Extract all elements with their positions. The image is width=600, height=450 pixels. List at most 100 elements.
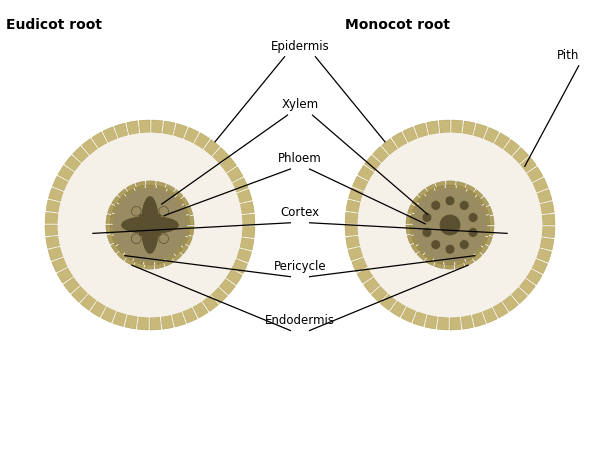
Ellipse shape <box>143 218 157 232</box>
Ellipse shape <box>460 240 469 249</box>
Polygon shape <box>418 189 427 198</box>
Ellipse shape <box>110 185 190 265</box>
Polygon shape <box>52 176 68 191</box>
Polygon shape <box>445 265 454 269</box>
Polygon shape <box>185 226 190 236</box>
Ellipse shape <box>410 185 490 265</box>
Polygon shape <box>536 249 551 262</box>
Text: Phloem: Phloem <box>278 152 322 165</box>
Polygon shape <box>232 259 248 274</box>
Polygon shape <box>410 225 415 235</box>
Polygon shape <box>140 215 160 235</box>
Polygon shape <box>406 215 411 224</box>
Polygon shape <box>110 214 115 224</box>
Polygon shape <box>532 259 548 274</box>
Polygon shape <box>124 252 134 261</box>
Polygon shape <box>417 252 426 261</box>
Polygon shape <box>403 127 417 143</box>
Polygon shape <box>226 269 242 285</box>
Polygon shape <box>425 189 435 197</box>
Polygon shape <box>352 176 368 191</box>
Polygon shape <box>185 215 190 225</box>
Polygon shape <box>474 246 482 255</box>
Polygon shape <box>371 286 388 302</box>
Polygon shape <box>211 288 227 304</box>
Polygon shape <box>80 294 96 310</box>
Polygon shape <box>436 181 445 187</box>
Polygon shape <box>526 269 542 285</box>
Polygon shape <box>455 259 465 265</box>
Polygon shape <box>537 189 552 203</box>
Polygon shape <box>365 155 381 171</box>
Polygon shape <box>115 123 128 138</box>
Ellipse shape <box>131 234 141 243</box>
Polygon shape <box>142 197 158 253</box>
Polygon shape <box>145 265 154 269</box>
Polygon shape <box>415 123 428 138</box>
Ellipse shape <box>468 228 478 237</box>
Ellipse shape <box>431 201 440 210</box>
Polygon shape <box>52 258 67 272</box>
Ellipse shape <box>460 201 469 210</box>
Polygon shape <box>242 226 255 238</box>
Polygon shape <box>136 181 145 187</box>
Polygon shape <box>357 268 373 283</box>
Polygon shape <box>373 146 389 162</box>
Polygon shape <box>466 184 475 192</box>
Polygon shape <box>57 268 73 283</box>
Polygon shape <box>175 196 184 205</box>
Polygon shape <box>125 189 135 197</box>
Ellipse shape <box>146 234 154 242</box>
Ellipse shape <box>422 228 432 237</box>
Text: Eudicot root: Eudicot root <box>6 18 102 32</box>
Polygon shape <box>46 200 60 212</box>
Polygon shape <box>150 317 161 330</box>
Ellipse shape <box>345 120 555 330</box>
Text: Cortex: Cortex <box>280 206 320 219</box>
Polygon shape <box>481 197 489 207</box>
Ellipse shape <box>131 207 141 216</box>
Polygon shape <box>463 121 475 135</box>
Polygon shape <box>73 146 89 162</box>
Text: Endodermis: Endodermis <box>265 314 335 327</box>
Polygon shape <box>140 215 160 235</box>
Polygon shape <box>533 178 548 192</box>
Polygon shape <box>540 238 554 250</box>
Polygon shape <box>424 252 434 261</box>
Polygon shape <box>194 133 209 149</box>
Polygon shape <box>142 197 158 253</box>
Polygon shape <box>174 246 182 255</box>
Polygon shape <box>511 288 527 304</box>
Polygon shape <box>219 279 235 295</box>
Polygon shape <box>113 311 127 327</box>
Polygon shape <box>504 140 520 156</box>
Ellipse shape <box>358 133 542 317</box>
Polygon shape <box>172 312 185 327</box>
Polygon shape <box>346 200 360 212</box>
Polygon shape <box>412 235 419 245</box>
Polygon shape <box>161 315 173 329</box>
Polygon shape <box>493 302 508 318</box>
Polygon shape <box>92 132 107 148</box>
Polygon shape <box>165 253 175 261</box>
Polygon shape <box>485 236 493 246</box>
Polygon shape <box>233 178 248 192</box>
Polygon shape <box>101 307 116 323</box>
Polygon shape <box>118 195 126 204</box>
Polygon shape <box>193 302 208 318</box>
Polygon shape <box>189 226 194 235</box>
Polygon shape <box>134 262 144 269</box>
Polygon shape <box>133 258 143 264</box>
Ellipse shape <box>169 221 176 229</box>
Polygon shape <box>145 261 154 265</box>
Polygon shape <box>106 215 111 224</box>
Polygon shape <box>227 167 243 182</box>
Polygon shape <box>494 133 509 149</box>
Polygon shape <box>220 157 236 172</box>
Polygon shape <box>181 237 188 247</box>
Polygon shape <box>183 307 197 323</box>
Polygon shape <box>485 226 490 236</box>
Polygon shape <box>352 258 367 272</box>
Polygon shape <box>173 123 187 139</box>
Polygon shape <box>110 225 115 235</box>
